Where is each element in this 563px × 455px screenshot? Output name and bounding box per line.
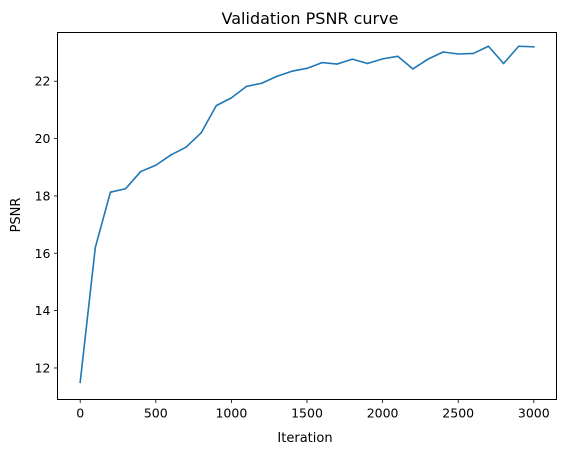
psnr-data-point: [79, 381, 81, 384]
psnr-data-point: [94, 246, 97, 249]
psnr-data-point: [442, 51, 444, 53]
psnr-data-point: [215, 104, 218, 107]
x-tick-label: 1000: [215, 406, 247, 421]
psnr-data-point: [396, 55, 399, 58]
chart-title: Validation PSNR curve: [222, 9, 399, 28]
psnr-data-point: [321, 61, 323, 64]
psnr-data-point: [200, 132, 202, 134]
psnr-data-point: [185, 146, 187, 148]
x-tick-label: 2500: [442, 406, 474, 421]
x-tick-label: 2000: [367, 406, 399, 421]
psnr-data-point: [109, 191, 112, 193]
y-tick-label: 12: [35, 360, 51, 375]
psnr-data-point: [336, 63, 339, 65]
y-tick-label: 16: [35, 246, 51, 261]
psnr-data-point: [457, 53, 460, 55]
psnr-data-point: [154, 164, 157, 167]
psnr-data-point: [381, 58, 384, 60]
psnr-data-point: [427, 58, 429, 60]
axes-frame: [57, 32, 557, 400]
y-tick-label: 14: [35, 303, 51, 318]
psnr-data-point: [412, 68, 414, 70]
psnr-data-point: [124, 187, 127, 190]
y-tick-label: 18: [35, 188, 51, 203]
psnr-data-point: [306, 67, 308, 70]
psnr-data-point: [245, 85, 248, 88]
psnr-data-point: [366, 62, 369, 65]
x-tick-label: 1500: [291, 406, 323, 421]
x-tick-label: 3000: [518, 406, 550, 421]
psnr-data-point: [275, 75, 278, 78]
psnr-data-point: [533, 46, 535, 48]
psnr-data-point: [351, 58, 354, 60]
y-tick-label: 20: [35, 131, 51, 146]
y-tick-label: 22: [35, 74, 51, 89]
psnr-data-point: [472, 52, 475, 55]
psnr-data-point: [260, 82, 263, 85]
psnr-data-point: [502, 62, 505, 65]
psnr-data-point: [170, 154, 172, 156]
y-axis-label: PSNR: [9, 198, 24, 233]
plot-area: [79, 45, 535, 384]
psnr-data-point: [487, 45, 490, 48]
psnr-data-point: [291, 70, 293, 73]
psnr-data-point: [517, 45, 520, 48]
psnr-data-point: [139, 170, 142, 173]
x-axis-label: Iteration: [277, 431, 332, 446]
axis-ticks: 0 500 1000 1500 2000 2500 3000 12 14 16 18 20 22: [35, 74, 550, 421]
psnr-series-line: [79, 45, 535, 384]
psnr-data-point: [230, 97, 233, 99]
x-tick-label: 0: [76, 406, 84, 421]
x-tick-label: 500: [144, 406, 168, 421]
